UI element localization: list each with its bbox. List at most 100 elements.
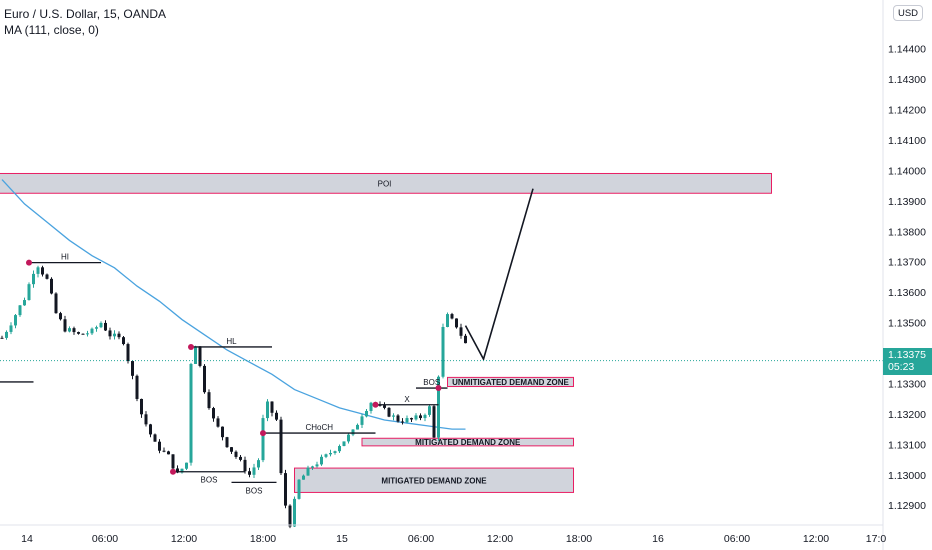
time-tick-label: 16 [652, 533, 664, 545]
price-tick-label: 1.13800 [888, 226, 926, 238]
time-tick-label: 14 [21, 533, 33, 545]
candle-body [311, 466, 314, 468]
candle-body [203, 365, 206, 393]
candle-body [342, 441, 346, 447]
candle-body [252, 467, 256, 475]
price-tick-label: 1.13600 [888, 287, 926, 299]
time-tick-label: 18:00 [566, 533, 592, 545]
time-tick-label: 12:00 [171, 533, 197, 545]
structure-label: X [404, 395, 410, 404]
pivot-marker [372, 401, 379, 408]
candle-body [104, 322, 107, 331]
candle-body [329, 453, 332, 455]
candle-body [351, 429, 355, 435]
candle-body [333, 451, 337, 454]
candle-body [212, 408, 215, 419]
price-axis: 1.14400 1.14300 1.14200 1.14100 1.14000 1.139… [888, 44, 926, 513]
structure-label: HI [61, 253, 69, 262]
price-tick-label: 1.14100 [888, 135, 926, 147]
candle-body [414, 415, 418, 420]
candle-body [32, 273, 35, 285]
candle-body [50, 278, 53, 294]
candle-body [207, 392, 211, 409]
candle-body [257, 460, 260, 468]
price-tick-label: 1.14400 [888, 44, 926, 56]
price-tick-label: 1.13700 [888, 257, 926, 269]
candle-body [0, 337, 4, 339]
projection-path [464, 188, 534, 362]
candle-body [189, 363, 193, 463]
chart-legend: Euro / U.S. Dollar, 15, OANDA MA (111, c… [4, 6, 166, 38]
candle-body [401, 421, 404, 423]
price-tick-label: 1.13300 [888, 378, 926, 390]
candle-body [419, 415, 422, 419]
candle-body [441, 326, 445, 377]
candle-body [459, 327, 463, 336]
pivot-marker [170, 468, 176, 475]
candle-body [239, 456, 242, 460]
candle-body [248, 471, 251, 475]
last-price-value: 1.13375 [888, 349, 926, 361]
candle-body [185, 462, 188, 469]
candle-body [108, 330, 112, 337]
candle-body [63, 319, 67, 332]
candle-body [324, 454, 328, 457]
currency-button[interactable]: USD [893, 5, 923, 21]
candle-body [81, 333, 85, 335]
price-tick-label: 1.13100 [888, 439, 926, 451]
time-tick-label: 17:0 [866, 533, 887, 545]
candle-body [122, 337, 125, 345]
candle-body [405, 418, 409, 423]
candle-body [194, 346, 197, 364]
structure-label: HL [226, 337, 237, 346]
candle-body [306, 467, 310, 476]
candle-body [9, 325, 13, 332]
price-tick-label: 1.14000 [888, 165, 926, 177]
candle-body [158, 441, 161, 451]
candle-body [225, 437, 229, 448]
candle-body [99, 322, 103, 328]
candle-body [347, 434, 350, 442]
candle-body [356, 424, 359, 430]
price-tick-label: 1.13000 [888, 470, 926, 482]
candle-body [243, 459, 247, 472]
candle-body [383, 405, 386, 408]
candle-body [149, 424, 152, 435]
candle-body [59, 313, 62, 320]
price-tick-label: 1.13900 [888, 196, 926, 208]
price-tick-label: 1.14200 [888, 105, 926, 117]
candle-body [14, 315, 17, 326]
structure-label: BOS [246, 486, 263, 495]
candle-body [450, 314, 454, 319]
candle-body [275, 412, 278, 420]
candle-body [270, 401, 274, 413]
candle-body [77, 332, 80, 334]
symbol-title[interactable]: Euro / U.S. Dollar, 15, OANDA [4, 7, 167, 21]
candle-body [315, 464, 319, 467]
price-tick-label: 1.13200 [888, 409, 926, 421]
zone-box [0, 172, 772, 194]
zone-box [294, 467, 574, 493]
time-tick-label: 18:00 [250, 533, 276, 545]
moving-average-layer [1, 179, 466, 430]
pivot-marker [26, 259, 32, 266]
time-tick-label: 06:00 [408, 533, 434, 545]
candle-body [117, 333, 121, 338]
candle-body [423, 414, 427, 419]
zone-box [361, 437, 574, 447]
pivot-marker [188, 343, 194, 350]
candle-body [392, 415, 395, 417]
last-price-badge: 1.13375 05:23 [883, 348, 932, 375]
candle-body [171, 454, 175, 469]
candle-body [234, 451, 238, 457]
candle-body [135, 375, 139, 399]
time-tick-label: 12:00 [803, 533, 829, 545]
pivot-marker [260, 430, 266, 437]
time-tick-label: 06:00 [724, 533, 750, 545]
candle-body [86, 333, 89, 335]
indicator-label[interactable]: MA (111, close, 0) [4, 23, 99, 37]
candle-body [410, 418, 413, 420]
price-tick-label: 1.13500 [888, 318, 926, 330]
zone-label: UNMITIGATED DEMAND ZONE [452, 378, 569, 387]
